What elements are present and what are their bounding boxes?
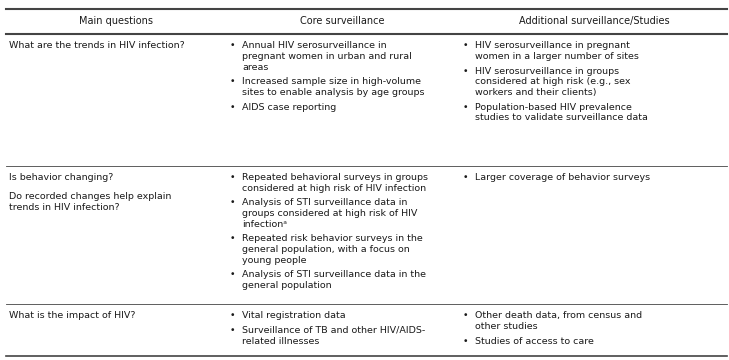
Text: Core surveillance: Core surveillance	[300, 16, 385, 26]
Text: What are the trends in HIV infection?: What are the trends in HIV infection?	[9, 41, 184, 50]
Text: •: •	[463, 67, 469, 76]
Text: Analysis of STI surveillance data in the: Analysis of STI surveillance data in the	[242, 270, 426, 279]
Text: workers and their clients): workers and their clients)	[475, 88, 597, 97]
Text: young people: young people	[242, 256, 306, 265]
Text: •: •	[230, 41, 235, 50]
Text: general population: general population	[242, 281, 332, 290]
Text: groups considered at high risk of HIV: groups considered at high risk of HIV	[242, 209, 418, 218]
Text: HIV serosurveillance in groups: HIV serosurveillance in groups	[475, 67, 620, 76]
Text: Repeated behavioral surveys in groups: Repeated behavioral surveys in groups	[242, 173, 428, 182]
Text: •: •	[463, 173, 469, 182]
Text: infectionᵃ: infectionᵃ	[242, 220, 287, 229]
Text: Analysis of STI surveillance data in: Analysis of STI surveillance data in	[242, 198, 408, 207]
Text: •: •	[230, 173, 235, 182]
Text: •: •	[230, 198, 235, 207]
Text: sites to enable analysis by age groups: sites to enable analysis by age groups	[242, 88, 424, 97]
Text: other studies: other studies	[475, 322, 538, 331]
Text: Do recorded changes help explain: Do recorded changes help explain	[9, 192, 171, 201]
Text: considered at high risk (e.g., sex: considered at high risk (e.g., sex	[475, 77, 631, 86]
Text: •: •	[230, 326, 235, 335]
Text: AIDS case reporting: AIDS case reporting	[242, 103, 336, 112]
Text: •: •	[463, 41, 469, 50]
Text: Annual HIV serosurveillance in: Annual HIV serosurveillance in	[242, 41, 386, 50]
Text: •: •	[230, 311, 235, 320]
Text: •: •	[463, 337, 469, 346]
Text: Other death data, from census and: Other death data, from census and	[475, 311, 642, 320]
Text: women in a larger number of sites: women in a larger number of sites	[475, 52, 639, 61]
Text: general population, with a focus on: general population, with a focus on	[242, 245, 410, 254]
Text: Repeated risk behavior surveys in the: Repeated risk behavior surveys in the	[242, 234, 423, 243]
Text: Surveillance of TB and other HIV/AIDS-: Surveillance of TB and other HIV/AIDS-	[242, 326, 425, 335]
Text: •: •	[463, 311, 469, 320]
Text: Studies of access to care: Studies of access to care	[475, 337, 594, 346]
Text: pregnant women in urban and rural: pregnant women in urban and rural	[242, 52, 412, 61]
Text: studies to validate surveillance data: studies to validate surveillance data	[475, 113, 648, 122]
Text: areas: areas	[242, 63, 268, 72]
Text: Larger coverage of behavior surveys: Larger coverage of behavior surveys	[475, 173, 650, 182]
Text: •: •	[230, 234, 235, 243]
Text: Increased sample size in high-volume: Increased sample size in high-volume	[242, 77, 421, 86]
Text: HIV serosurveillance in pregnant: HIV serosurveillance in pregnant	[475, 41, 630, 50]
Text: Is behavior changing?: Is behavior changing?	[9, 173, 113, 182]
Text: Vital registration data: Vital registration data	[242, 311, 346, 320]
Text: What is the impact of HIV?: What is the impact of HIV?	[9, 311, 136, 320]
Text: •: •	[230, 103, 235, 112]
Text: Main questions: Main questions	[79, 16, 152, 26]
Text: •: •	[230, 77, 235, 86]
Text: Population-based HIV prevalence: Population-based HIV prevalence	[475, 103, 632, 112]
Text: related illnesses: related illnesses	[242, 337, 319, 346]
Text: •: •	[230, 270, 235, 279]
Text: Additional surveillance/Studies: Additional surveillance/Studies	[519, 16, 669, 26]
Text: trends in HIV infection?: trends in HIV infection?	[9, 203, 120, 212]
Text: considered at high risk of HIV infection: considered at high risk of HIV infection	[242, 184, 426, 193]
Text: •: •	[463, 103, 469, 112]
